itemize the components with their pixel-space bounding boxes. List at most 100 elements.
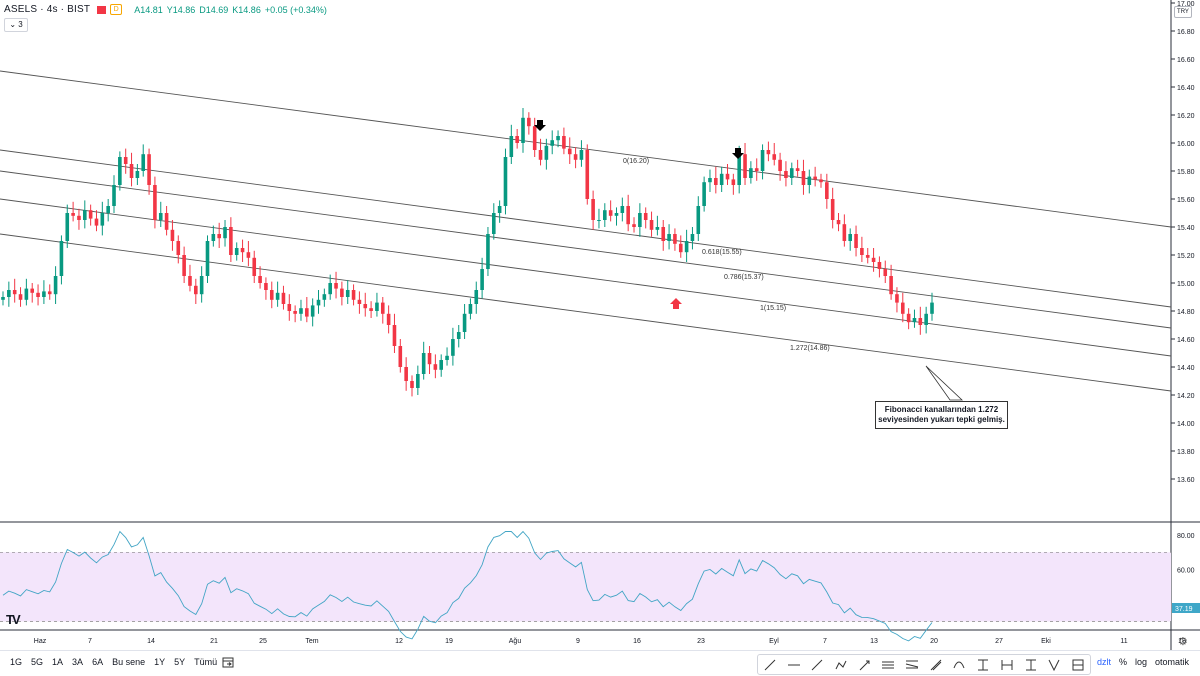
candle-body bbox=[363, 304, 368, 309]
candle-body bbox=[88, 210, 93, 219]
candle-body bbox=[708, 178, 712, 183]
percent-toggle[interactable]: % bbox=[1119, 657, 1128, 667]
ray-icon[interactable] bbox=[810, 658, 824, 672]
candle-body bbox=[223, 227, 227, 239]
candle-body bbox=[182, 255, 186, 276]
candle-body bbox=[895, 294, 899, 303]
range-selector: 1G 5G 1A 3A 6A Bu sene 1Y 5Y Tümü bbox=[10, 657, 217, 667]
candle-body bbox=[71, 213, 75, 216]
measure-icon[interactable] bbox=[976, 658, 990, 672]
calendar-goto-icon[interactable] bbox=[222, 656, 234, 668]
price-range-icon[interactable] bbox=[1024, 658, 1038, 672]
candle-body bbox=[12, 290, 17, 295]
fib-channel-icon[interactable] bbox=[905, 658, 919, 672]
settings-gear-icon[interactable]: ⚙ bbox=[1178, 636, 1188, 648]
candle-body bbox=[410, 381, 414, 388]
range-6a[interactable]: 6A bbox=[92, 657, 104, 667]
gann-icon-glyph bbox=[1072, 659, 1084, 670]
candle-body bbox=[106, 206, 110, 213]
range-1g[interactable]: 1G bbox=[10, 657, 23, 667]
path-icon[interactable] bbox=[834, 658, 848, 672]
candle-body bbox=[310, 305, 315, 317]
curve-icon-glyph bbox=[954, 661, 965, 668]
rsi-current-value: 37.19 bbox=[1175, 606, 1193, 613]
candle-body bbox=[234, 248, 239, 255]
x-tick-label: 23 bbox=[697, 638, 705, 645]
candle-body bbox=[345, 290, 350, 297]
candle-body bbox=[158, 213, 163, 220]
collapse-indicators-button[interactable]: ⌄ 3 bbox=[4, 18, 28, 32]
candle-body bbox=[772, 154, 777, 160]
fib-level-label: 0.618(15.55) bbox=[702, 249, 742, 256]
candle-body bbox=[813, 176, 817, 180]
x-tick-label: 16 bbox=[633, 638, 641, 645]
candle-body bbox=[217, 234, 221, 239]
candle-body bbox=[451, 339, 455, 356]
pitchfork-icon-glyph bbox=[930, 659, 942, 670]
parallel-channel-icon[interactable] bbox=[881, 658, 895, 672]
candle-body bbox=[123, 157, 128, 164]
candle-body bbox=[678, 243, 683, 253]
candle-body bbox=[661, 227, 666, 241]
candle-body bbox=[714, 178, 718, 185]
candle-body bbox=[801, 171, 806, 185]
x-tick-label: Eki bbox=[1041, 638, 1051, 645]
y-tick-label: 14.20 bbox=[1177, 393, 1195, 400]
candle-body bbox=[240, 248, 245, 253]
rsi-tick-label: 60.00 bbox=[1177, 568, 1195, 575]
candle-body bbox=[702, 182, 706, 206]
candle-body bbox=[865, 255, 870, 258]
y-tick-label: 15.80 bbox=[1177, 169, 1195, 176]
y-tick-label: 13.60 bbox=[1177, 477, 1195, 484]
range-5g[interactable]: 5G bbox=[31, 657, 44, 667]
curve-icon[interactable] bbox=[952, 658, 966, 672]
date-range-icon[interactable] bbox=[1000, 658, 1014, 672]
candle-body bbox=[82, 210, 87, 220]
candle-body bbox=[59, 241, 64, 276]
candle-body bbox=[486, 234, 490, 269]
y-tick-label: 16.60 bbox=[1177, 57, 1195, 64]
trend-line-icon[interactable] bbox=[763, 658, 777, 672]
ray-icon-glyph bbox=[811, 659, 823, 670]
date-range-icon-glyph bbox=[1001, 659, 1013, 670]
candle-body bbox=[690, 234, 695, 241]
y-tick-label: 13.80 bbox=[1177, 449, 1195, 456]
candle-body bbox=[626, 206, 630, 225]
symbol-label[interactable]: ASELS · 4s · BIST bbox=[4, 4, 91, 15]
candle-body bbox=[416, 374, 420, 388]
arrow-line-icon[interactable] bbox=[858, 658, 872, 672]
gann-icon[interactable] bbox=[1071, 658, 1085, 672]
y-tick-label: 15.60 bbox=[1177, 197, 1195, 204]
annotation-callout[interactable]: Fibonacci kanallarından 1.272 seviyesind… bbox=[875, 401, 1008, 429]
adjust-toggle[interactable]: dzlt bbox=[1097, 657, 1112, 667]
y-tick-label: 15.40 bbox=[1177, 225, 1195, 232]
candle-body bbox=[836, 220, 841, 225]
pattern-icon[interactable] bbox=[1047, 658, 1061, 672]
candle-body bbox=[579, 150, 584, 160]
range-ytd[interactable]: Bu sene bbox=[112, 657, 146, 667]
candle-body bbox=[830, 199, 835, 220]
log-toggle[interactable]: log bbox=[1135, 657, 1148, 667]
pitchfork-icon[interactable] bbox=[929, 658, 943, 672]
y-tick-label: 16.20 bbox=[1177, 113, 1195, 120]
auto-toggle[interactable]: otomatik bbox=[1155, 657, 1190, 667]
candle-body bbox=[462, 313, 467, 332]
range-all[interactable]: Tümü bbox=[194, 657, 218, 667]
candle-body bbox=[468, 304, 473, 314]
candle-body bbox=[842, 224, 847, 241]
range-1a[interactable]: 1A bbox=[52, 657, 64, 667]
range-1y[interactable]: 1Y bbox=[154, 657, 166, 667]
candle-body bbox=[188, 276, 192, 286]
candle-body bbox=[42, 291, 46, 297]
candle-body bbox=[766, 150, 771, 155]
horizontal-line-icon[interactable] bbox=[787, 658, 801, 672]
range-3a[interactable]: 3A bbox=[72, 657, 84, 667]
currency-badge[interactable]: TRY bbox=[1174, 6, 1192, 18]
candle-body bbox=[328, 283, 332, 295]
candle-body bbox=[445, 355, 449, 360]
candle-body bbox=[36, 292, 40, 297]
range-5y[interactable]: 5Y bbox=[174, 657, 186, 667]
candle-body bbox=[392, 325, 397, 346]
flag-icon[interactable] bbox=[97, 5, 107, 14]
